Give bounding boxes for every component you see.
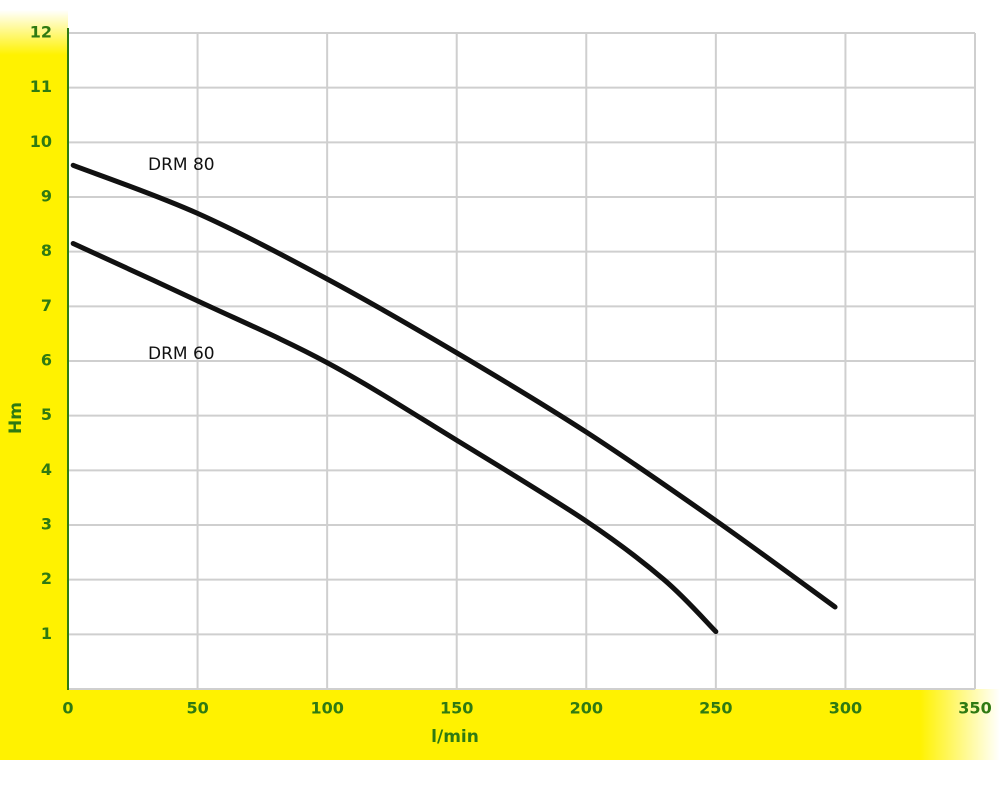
- x-tick-label: 200: [570, 699, 603, 718]
- y-tick-label: 8: [41, 241, 52, 260]
- series-label: DRM 60: [148, 344, 215, 364]
- y-tick-label: 12: [30, 23, 52, 42]
- y-tick-label: 10: [30, 132, 52, 151]
- x-tick-label: 350: [958, 699, 991, 718]
- y-tick-label: 9: [41, 187, 52, 206]
- x-tick-label: 100: [310, 699, 343, 718]
- series-line: [70, 240, 719, 635]
- y-tick-label: 3: [41, 515, 52, 534]
- y-tick-label: 7: [41, 296, 52, 315]
- x-tick-label: 50: [186, 699, 208, 718]
- y-tick-label: 4: [41, 460, 52, 479]
- y-tick-label: 1: [41, 624, 52, 643]
- series-line: [70, 162, 838, 610]
- y-tick-label: 6: [41, 351, 52, 370]
- y-axis-label: Hm: [6, 402, 26, 434]
- y-tick-label: 11: [30, 77, 52, 96]
- series-label: DRM 80: [148, 155, 215, 175]
- y-tick-label: 5: [41, 405, 52, 424]
- side-band: [0, 10, 68, 760]
- y-tick-label: 2: [41, 569, 52, 588]
- x-tick-label: 250: [699, 699, 732, 718]
- x-axis-label: l/min: [431, 727, 479, 747]
- x-tick-label: 150: [440, 699, 473, 718]
- x-tick-label: 0: [62, 699, 73, 718]
- bottom-band: [0, 689, 1000, 760]
- x-tick-label: 300: [829, 699, 862, 718]
